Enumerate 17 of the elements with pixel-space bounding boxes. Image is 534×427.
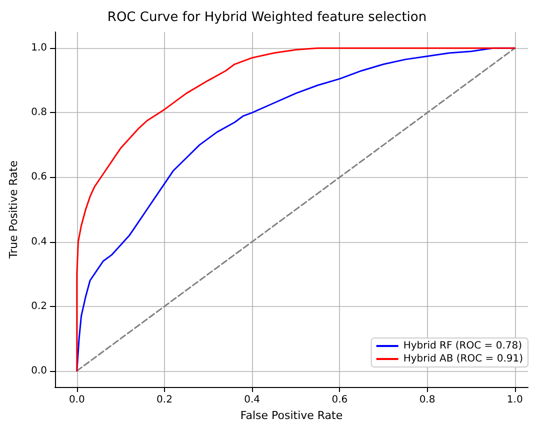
x-tick-label: 1.0	[506, 394, 523, 406]
y-tick-label: 0.8	[31, 107, 47, 118]
x-tick-label: 0.2	[156, 394, 172, 406]
y-axis-title: True Positive Rate	[7, 160, 20, 260]
y-tick-label: 0.6	[31, 172, 47, 183]
x-axis-title: False Positive Rate	[240, 408, 343, 422]
chart-title: ROC Curve for Hybrid Weighted feature selection	[107, 10, 427, 25]
x-tick-label: 0.0	[68, 394, 85, 406]
y-tick-label: 0.2	[31, 300, 47, 312]
y-tick-label: 1.0	[31, 42, 47, 54]
y-tick-label: 0.4	[31, 236, 47, 248]
legend-label: Hybrid AB (ROC = 0.91)	[403, 354, 524, 364]
legend-label: Hybrid RF (ROC = 0.78)	[403, 340, 522, 352]
x-tick-label: 0.6	[332, 394, 348, 406]
y-tick-label: 0.0	[31, 365, 47, 376]
x-tick-label: 0.4	[244, 394, 260, 406]
x-tick-label: 0.8	[419, 394, 436, 406]
